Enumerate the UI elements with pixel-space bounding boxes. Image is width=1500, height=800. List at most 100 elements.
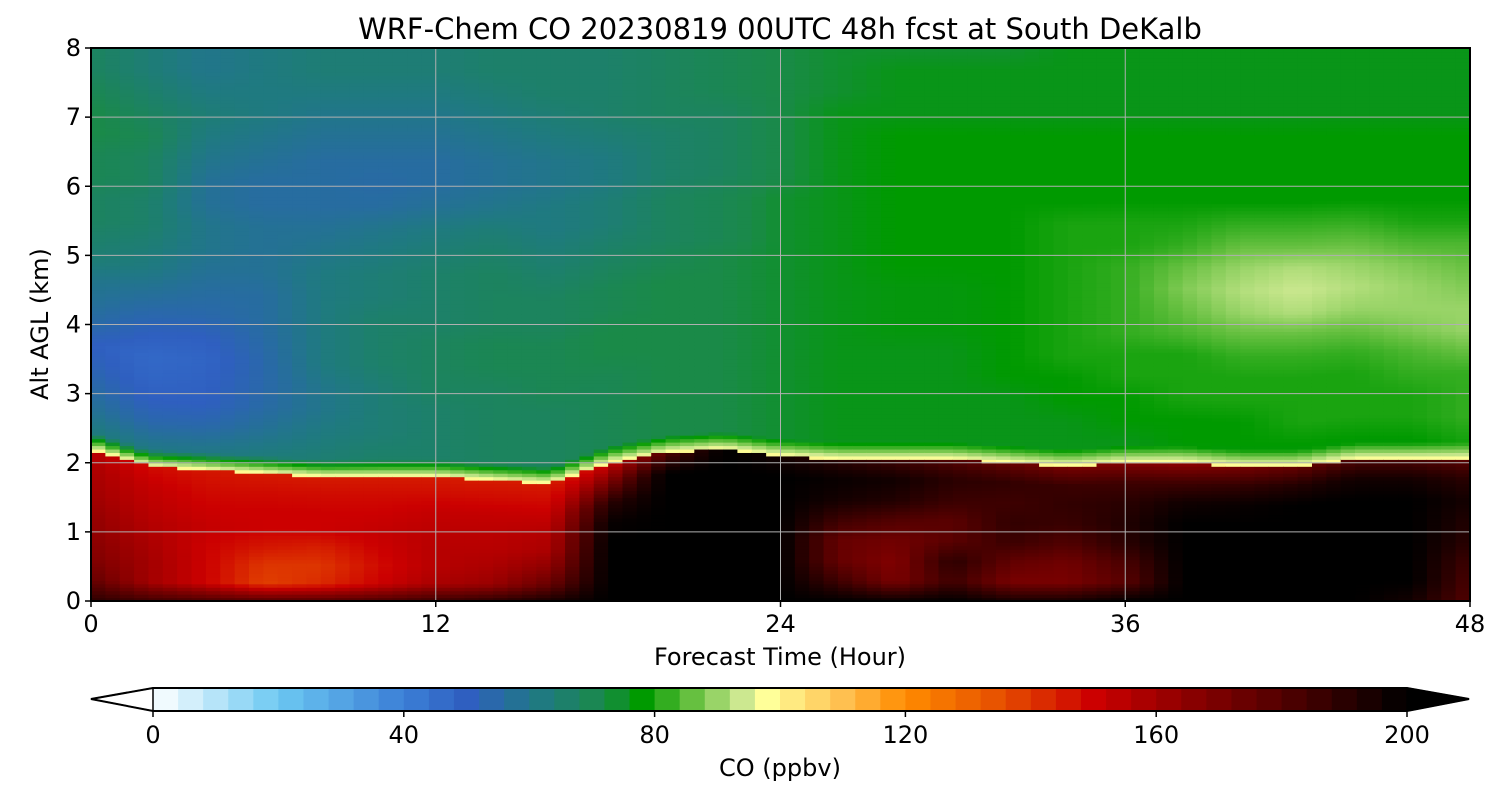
heatmap-cell — [392, 68, 408, 73]
heatmap-cell — [320, 542, 336, 547]
heatmap-cell — [177, 210, 193, 215]
heatmap-cell — [277, 65, 293, 70]
heatmap-cell — [478, 341, 494, 346]
heatmap-cell — [220, 379, 236, 384]
heatmap-cell — [407, 317, 422, 322]
heatmap-cell — [450, 262, 466, 267]
heatmap-cell — [249, 362, 264, 367]
heatmap-cell — [363, 552, 379, 557]
heatmap-cell — [363, 68, 379, 73]
heatmap-cell — [363, 372, 379, 377]
heatmap-cell — [205, 538, 221, 543]
heatmap-cell — [493, 445, 509, 450]
heatmap-cell — [536, 511, 552, 516]
heatmap-cell — [119, 248, 135, 253]
heatmap-cell — [435, 549, 451, 554]
heatmap-cell — [306, 500, 322, 505]
heatmap-cell — [450, 359, 466, 364]
heatmap-cell — [507, 507, 523, 512]
heatmap-cell — [392, 321, 408, 326]
heatmap-cell — [435, 130, 451, 136]
heatmap-cell — [507, 48, 523, 53]
heatmap-cell — [263, 379, 279, 384]
heatmap-cell — [378, 421, 394, 426]
heatmap-cell — [536, 562, 552, 568]
heatmap-cell — [263, 528, 279, 533]
heatmap-cell — [421, 155, 437, 160]
heatmap-cell — [335, 587, 351, 592]
heatmap-cell — [507, 75, 523, 80]
heatmap-cell — [119, 486, 135, 491]
heatmap-cell — [191, 279, 207, 284]
heatmap-cell — [234, 103, 250, 108]
heatmap-cell — [407, 99, 422, 104]
heatmap-cell — [392, 51, 408, 56]
heatmap-cell — [407, 82, 422, 87]
heatmap-cell — [493, 120, 509, 125]
heatmap-cell — [450, 58, 466, 63]
heatmap-cell — [493, 466, 509, 471]
heatmap-cell — [507, 217, 523, 222]
heatmap-cell — [335, 524, 351, 530]
heatmap-cell — [349, 227, 365, 232]
heatmap-cell — [335, 594, 351, 599]
heatmap-cell — [177, 238, 193, 243]
heatmap-cell — [105, 421, 121, 426]
heatmap-cell — [249, 175, 264, 180]
heatmap-cell — [435, 255, 451, 260]
heatmap-cell — [478, 151, 494, 156]
heatmap-cell — [349, 400, 365, 405]
heatmap-cell — [521, 203, 537, 208]
heatmap-cell — [220, 473, 236, 478]
heatmap-cell — [363, 524, 379, 530]
heatmap-cell — [421, 445, 437, 450]
heatmap-cell — [493, 179, 509, 184]
heatmap-cell — [478, 130, 494, 136]
heatmap-cell — [148, 58, 164, 63]
heatmap-cell — [435, 414, 451, 419]
heatmap-cell — [464, 566, 480, 571]
heatmap-cell — [464, 310, 480, 315]
heatmap-cell — [191, 48, 207, 53]
heatmap-cell — [521, 293, 537, 298]
heatmap-cell — [435, 307, 451, 312]
heatmap-cell — [91, 276, 106, 281]
heatmap-cell — [421, 72, 437, 77]
heatmap-cell — [119, 493, 135, 498]
heatmap-cell — [320, 217, 336, 222]
heatmap-cell — [407, 61, 422, 66]
heatmap-cell — [378, 206, 394, 212]
heatmap-cell — [292, 497, 308, 502]
heatmap-cell — [363, 386, 379, 391]
heatmap-cell — [191, 296, 207, 301]
heatmap-cell — [450, 289, 466, 294]
heatmap-cell — [421, 65, 437, 70]
heatmap-cell — [220, 134, 236, 139]
heatmap-cell — [392, 89, 408, 94]
heatmap-cell — [378, 417, 394, 422]
heatmap-cell — [220, 545, 236, 550]
heatmap-cell — [521, 442, 537, 447]
heatmap-cell — [392, 203, 408, 208]
heatmap-cell — [320, 151, 336, 156]
heatmap-cell — [134, 144, 150, 149]
heatmap-cell — [292, 113, 308, 118]
heatmap-cell — [277, 148, 293, 153]
heatmap-cell — [320, 86, 336, 91]
heatmap-cell — [134, 276, 150, 281]
heatmap-cell — [378, 82, 394, 87]
heatmap-cell — [450, 272, 466, 277]
heatmap-cell — [91, 531, 106, 536]
heatmap-cell — [521, 265, 537, 270]
heatmap-cell — [521, 514, 537, 519]
heatmap-cell — [363, 359, 379, 364]
heatmap-cell — [105, 414, 121, 419]
heatmap-cell — [450, 341, 466, 346]
heatmap-cell — [148, 276, 164, 281]
heatmap-cell — [205, 504, 221, 509]
heatmap-cell — [306, 258, 322, 263]
heatmap-cell — [220, 566, 236, 571]
heatmap-cell — [493, 220, 509, 225]
heatmap-cell — [234, 48, 250, 53]
heatmap-cell — [493, 75, 509, 80]
